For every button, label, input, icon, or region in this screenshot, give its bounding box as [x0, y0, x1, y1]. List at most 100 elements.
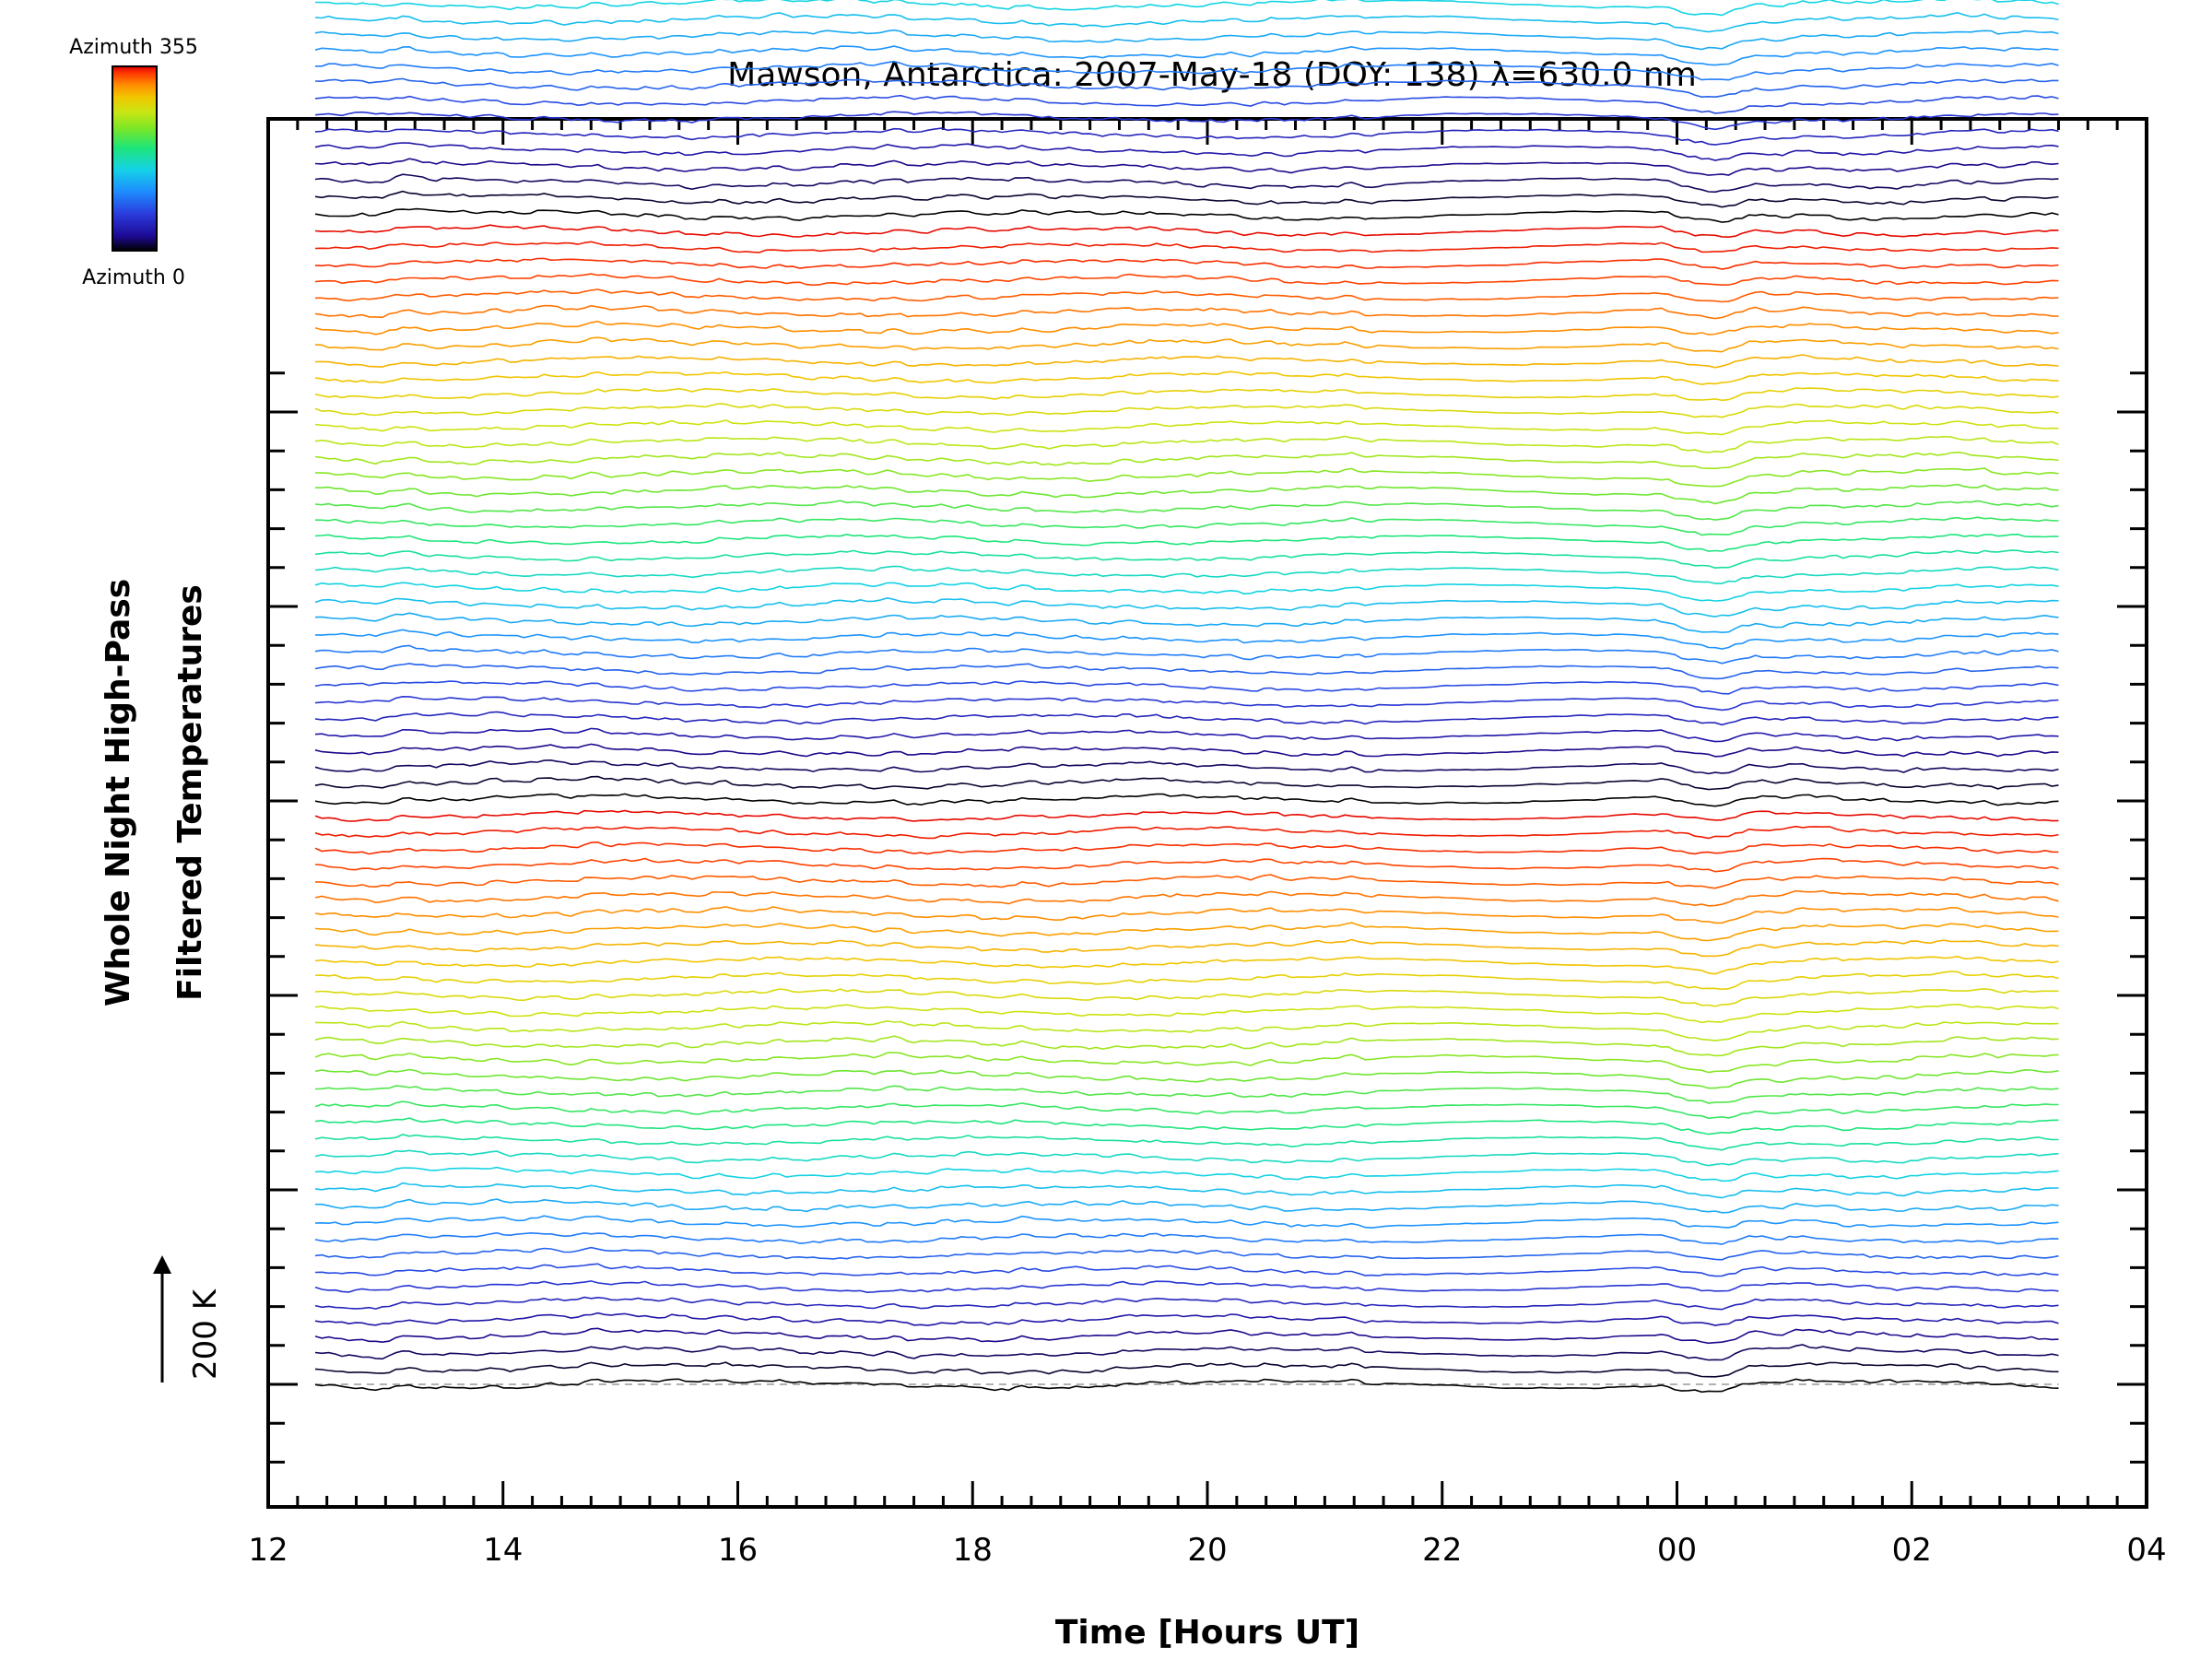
trace-azimuth-40 [314, 727, 2059, 743]
x-tick-label: 16 [718, 1532, 758, 1569]
scale-label: 200 K [187, 1288, 224, 1380]
trace-azimuth-100 [314, 1215, 2059, 1230]
trace-azimuth-30 [314, 158, 2059, 176]
trace-azimuth-300 [314, 889, 2059, 907]
trace-azimuth-80 [314, 663, 2059, 680]
trace-azimuth-160 [314, 533, 2059, 552]
trace-azimuth-100 [314, 45, 2059, 66]
x-axis-label: Time [Hours UT] [1055, 1614, 1359, 1652]
x-tick-label: 04 [2126, 1532, 2166, 1569]
trace-azimuth-300 [314, 304, 2059, 320]
trace-azimuth-320 [314, 273, 2059, 287]
colorbar-top-label: Azimuth 355 [69, 36, 198, 59]
x-tick-labels: 12 14 16 18 20 22 00 02 04 [248, 1532, 2166, 1569]
trace-azimuth-190 [314, 483, 2059, 505]
trace-azimuth-50 [314, 1296, 2059, 1311]
trace-azimuth-110 [315, 1198, 2059, 1214]
trace-azimuth-210 [314, 1035, 2059, 1057]
x-tick-label: 22 [1422, 1532, 1462, 1569]
trace-azimuth-250 [314, 971, 2059, 991]
trace-azimuth-190 [314, 1068, 2059, 1089]
trace-azimuth-40 [314, 1312, 2059, 1326]
traces [314, 0, 2059, 1394]
trace-azimuth-280 [314, 922, 2059, 942]
trace-azimuth-70 [314, 94, 2059, 114]
trace-azimuth-290 [314, 320, 2059, 335]
trace-azimuth-210 [314, 451, 2059, 470]
trace-azimuth-80 [314, 77, 2059, 99]
trace-azimuth-230 [314, 1003, 2059, 1024]
trace-azimuth-240 [314, 988, 2059, 1007]
x-tick-label: 12 [248, 1532, 288, 1569]
trace-azimuth-110 [314, 29, 2059, 51]
trace-azimuth-30 [314, 743, 2059, 758]
trace-azimuth-130 [314, 582, 2059, 602]
trace-azimuth-60 [314, 695, 2059, 712]
trace-azimuth-10 [314, 1361, 2059, 1378]
trace-azimuth-270 [314, 938, 2059, 958]
x-tick-label: 20 [1187, 1532, 1227, 1569]
trace-azimuth-140 [314, 565, 2059, 584]
trace-azimuth-120 [314, 1182, 2059, 1199]
trace-azimuth-20 [314, 1344, 2059, 1361]
trace-azimuth-90 [314, 644, 2059, 665]
trace-azimuth-310 [314, 874, 2059, 889]
scale-arrow-head [153, 1255, 171, 1274]
trace-azimuth-90 [315, 60, 2059, 81]
trace-azimuth-10 [314, 775, 2059, 791]
trace-azimuth-350 [314, 224, 2059, 239]
trace-azimuth-70 [314, 1263, 2059, 1277]
trace-azimuth-150 [314, 549, 2059, 570]
colorbar [112, 65, 158, 252]
trace-azimuth-200 [314, 467, 2059, 488]
trace-azimuth-40 [314, 142, 2059, 161]
trace-azimuth-200 [314, 1052, 2059, 1074]
trace-azimuth-180 [314, 500, 2059, 521]
trace-azimuth-330 [314, 257, 2059, 270]
trace-azimuth-0 [314, 207, 2059, 223]
trace-azimuth-80 [314, 1246, 2059, 1261]
trace-azimuth-50 [314, 127, 2059, 146]
trace-azimuth-290 [314, 906, 2059, 924]
scale-indicator: 200 K [153, 1255, 224, 1382]
trace-azimuth-230 [314, 419, 2059, 436]
trace-azimuth-20 [314, 759, 2059, 775]
trace-azimuth-90 [314, 1231, 2059, 1245]
trace-azimuth-10 [314, 190, 2059, 208]
colorbar-bottom-label: Azimuth 0 [82, 266, 185, 289]
trace-azimuth-60 [314, 1280, 2059, 1294]
trace-azimuth-220 [314, 1019, 2059, 1041]
trace-azimuth-170 [314, 1100, 2059, 1120]
trace-azimuth-340 [314, 825, 2059, 840]
y-axis-label-line2: Filtered Temperatures [171, 584, 209, 1001]
trace-azimuth-180 [314, 1085, 2059, 1104]
trace-azimuth-350 [314, 809, 2059, 822]
trace-azimuth-30 [314, 1327, 2059, 1345]
trace-azimuth-50 [314, 711, 2059, 726]
trace-azimuth-130 [314, 0, 2059, 17]
trace-azimuth-0 [314, 1378, 2059, 1394]
trace-azimuth-100 [314, 629, 2059, 650]
trace-azimuth-160 [314, 1117, 2059, 1135]
x-tick-label: 00 [1657, 1532, 1697, 1569]
trace-azimuth-170 [314, 516, 2059, 536]
trace-azimuth-320 [314, 857, 2059, 873]
trace-azimuth-120 [314, 596, 2059, 618]
trace-azimuth-340 [314, 241, 2059, 253]
x-tick-label: 14 [483, 1532, 523, 1569]
trace-azimuth-330 [314, 841, 2059, 855]
trace-azimuth-260 [314, 955, 2059, 975]
trace-azimuth-130 [314, 1166, 2059, 1182]
trace-azimuth-110 [314, 612, 2059, 634]
trace-azimuth-240 [314, 403, 2059, 418]
trace-azimuth-70 [314, 680, 2059, 695]
trace-azimuth-280 [314, 336, 2059, 353]
x-tick-label: 02 [1892, 1532, 1932, 1569]
x-tick-label: 18 [953, 1532, 993, 1569]
trace-azimuth-250 [314, 387, 2059, 402]
y-axis-label-line1: Whole Night High-Pass [100, 579, 137, 1006]
trace-azimuth-150 [314, 1134, 2059, 1151]
trace-azimuth-0 [314, 793, 2059, 807]
trace-azimuth-310 [315, 288, 2059, 303]
